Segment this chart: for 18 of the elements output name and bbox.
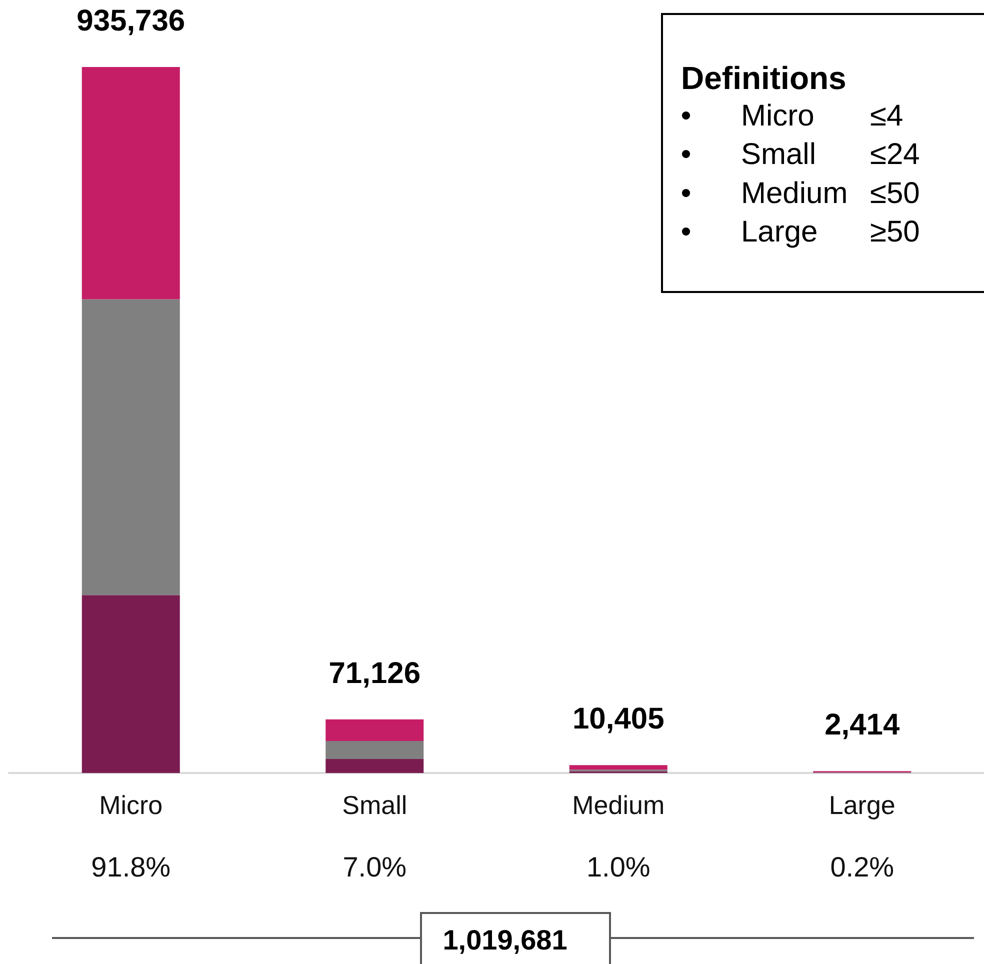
annotation: Definitions (681, 60, 846, 96)
annotation: 10,405 (572, 702, 664, 736)
annotation: 71,126 (328, 656, 421, 690)
text: 935,736 (76, 4, 186, 38)
x-tick-label: Large (828, 790, 896, 820)
text: • Micro ≤4 (680, 100, 904, 132)
text: 1,019,681 (442, 924, 568, 956)
x-tick-label: Medium (572, 790, 665, 820)
annotation: 2,414 (824, 708, 900, 742)
text: • Medium ≤50 (680, 176, 920, 210)
text: • Large ≥50 (680, 216, 920, 249)
text: 1.0% (586, 852, 650, 882)
x-tick-label: Micro (99, 790, 163, 820)
text: • Small ≤24 (680, 138, 920, 172)
text: 7.0% (342, 852, 407, 882)
x-tick-label: Small (342, 790, 408, 820)
text: 0.2% (830, 852, 894, 882)
text: 91.8% (91, 852, 171, 882)
